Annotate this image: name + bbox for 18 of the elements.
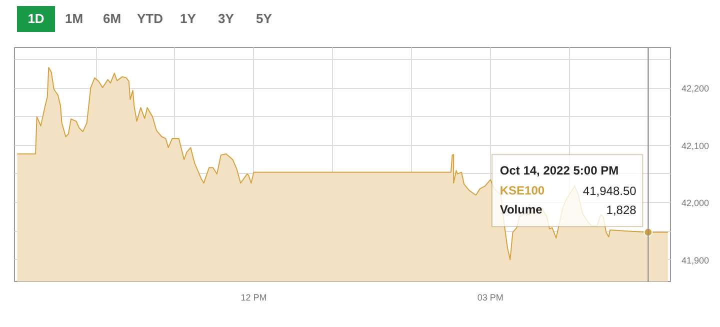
annotation: Oct 14, 2022 5:00 PM (500, 164, 619, 178)
text: 6M (102, 10, 122, 28)
y-tick-label: 42,200 (682, 84, 710, 94)
x-tick-label: 03 PM (477, 292, 504, 302)
text: YTD (136, 10, 164, 28)
y-tick-label: 41,900 (682, 255, 710, 266)
annotation: Volume (500, 202, 543, 216)
text: 5Y (255, 10, 273, 28)
annotation: 41,948.50 (582, 184, 637, 198)
text: 1D (17, 6, 55, 32)
text: 1M (64, 10, 84, 28)
series-label: KSE100 (500, 184, 545, 198)
x-tick-label: 12 PM (240, 292, 267, 302)
y-tick-label: 42,100 (682, 140, 710, 151)
y-tick-label: 42,000 (682, 198, 710, 208)
text: 3Y (217, 10, 235, 28)
text: 1Y (179, 10, 197, 28)
annotation: 1,828 (606, 202, 637, 217)
